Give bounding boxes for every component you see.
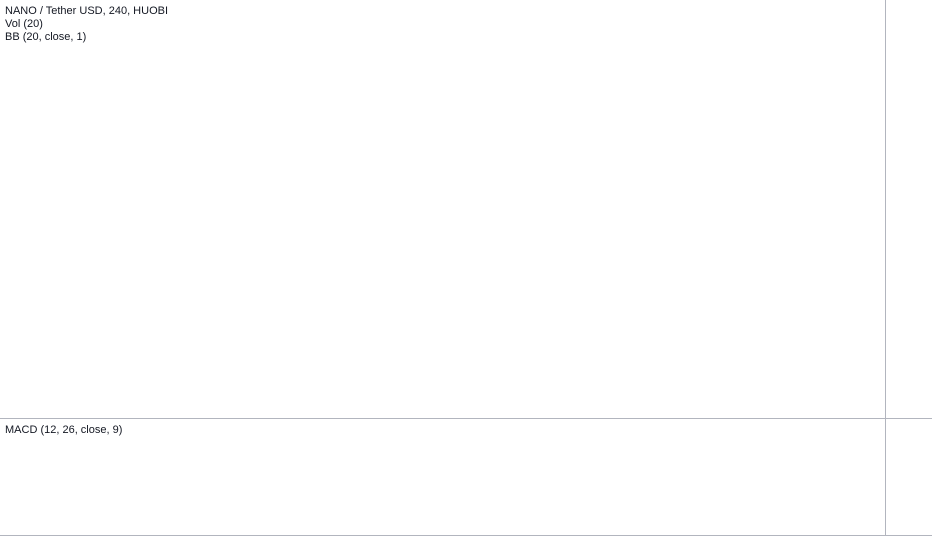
- volume-title: Vol (20): [5, 18, 43, 30]
- symbol-title: NANO / Tether USD, 240, HUOBI: [5, 5, 168, 17]
- bb-title: BB (20, close, 1): [5, 31, 86, 43]
- macd-title: MACD (12, 26, close, 9): [5, 424, 122, 436]
